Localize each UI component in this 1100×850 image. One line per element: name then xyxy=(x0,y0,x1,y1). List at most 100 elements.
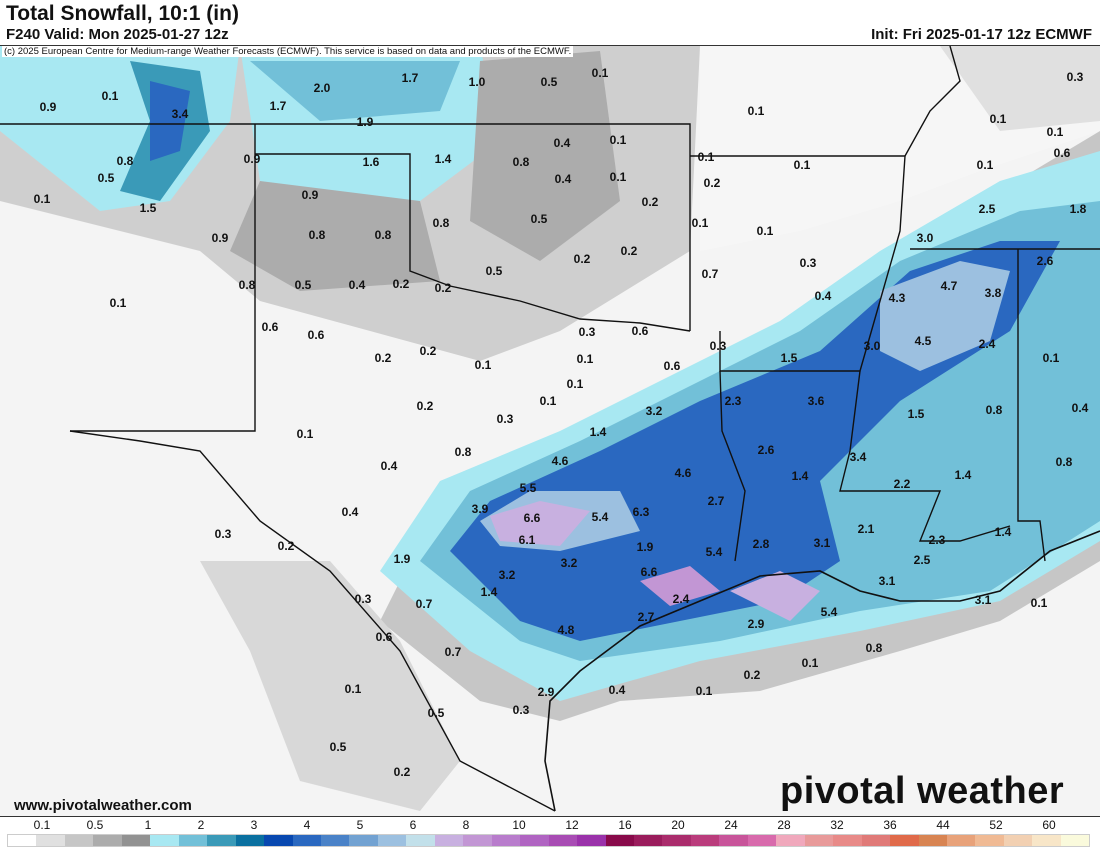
snowfall-value-label: 0.2 xyxy=(704,176,721,190)
snowfall-value-label: 3.2 xyxy=(646,404,663,418)
snowfall-value-label: 0.8 xyxy=(239,278,256,292)
snowfall-value-label: 0.1 xyxy=(977,158,994,172)
snowfall-value-label: 5.4 xyxy=(706,545,723,559)
colorbar-swatch xyxy=(264,835,293,846)
colorbar-swatch xyxy=(946,835,976,846)
snowfall-value-label: 5.4 xyxy=(821,605,838,619)
colorbar-swatch xyxy=(491,835,521,846)
snowfall-value-label: 0.1 xyxy=(1047,125,1064,139)
colorbar-swatch xyxy=(804,835,834,846)
snowfall-value-label: 0.2 xyxy=(278,539,295,553)
colorbar-swatch xyxy=(1003,835,1033,846)
snowfall-value-label: 0.5 xyxy=(330,740,347,754)
snowfall-value-label: 1.6 xyxy=(363,155,380,169)
snowfall-value-label: 0.8 xyxy=(375,228,392,242)
snowfall-value-label: 0.1 xyxy=(102,89,119,103)
snowfall-value-label: 1.5 xyxy=(908,407,925,421)
snowfall-value-label: 6.3 xyxy=(633,505,650,519)
snowfall-value-label: 0.1 xyxy=(757,224,774,238)
colorbar-tick: 1 xyxy=(144,818,152,832)
snowfall-value-label: 0.2 xyxy=(574,252,591,266)
colorbar-tick: 16 xyxy=(618,818,632,832)
snowfall-value-label: 0.2 xyxy=(420,344,437,358)
colorbar-swatch xyxy=(349,835,378,846)
colorbar-swatch xyxy=(36,835,65,846)
snowfall-value-label: 1.0 xyxy=(469,75,486,89)
snowfall-value-label: 6.1 xyxy=(519,533,536,547)
snowfall-value-label: 3.4 xyxy=(172,107,189,121)
snowfall-value-label: 0.1 xyxy=(110,296,127,310)
snowfall-value-label: 2.8 xyxy=(753,537,770,551)
colorbar-swatch xyxy=(690,835,720,846)
colorbar-tick: 32 xyxy=(830,818,844,832)
snowfall-value-label: 1.9 xyxy=(394,552,411,566)
colorbar-swatch xyxy=(320,835,350,846)
colorbar-tick: 4 xyxy=(303,818,311,832)
snowfall-value-label: 0.6 xyxy=(262,320,279,334)
snowfall-shading xyxy=(0,46,1100,811)
colorbar-ticks: 0.1 0.5 1 2 3 4 5 6 8 10 12 16 20 24 28 32 36 44 52 60 xyxy=(0,818,1100,832)
snowfall-value-label: 0.1 xyxy=(802,656,819,670)
snowfall-value-label: 0.2 xyxy=(642,195,659,209)
website-url[interactable]: www.pivotalweather.com xyxy=(14,797,192,814)
snowfall-value-label: 2.7 xyxy=(708,494,725,508)
colorbar-tick: 52 xyxy=(989,818,1003,832)
snowfall-value-label: 0.8 xyxy=(433,216,450,230)
colorbar-swatch xyxy=(662,835,691,846)
snowfall-value-label: 0.6 xyxy=(632,324,649,338)
copyright-notice: (c) 2025 European Centre for Medium-rang… xyxy=(2,46,574,57)
snowfall-value-label: 0.9 xyxy=(244,152,261,166)
colorbar-swatch xyxy=(178,835,208,846)
snowfall-value-label: 0.5 xyxy=(541,75,558,89)
colorbar-tick: 12 xyxy=(565,818,579,832)
snowfall-value-label: 0.4 xyxy=(555,172,572,186)
colorbar-swatch xyxy=(605,835,634,846)
snowfall-value-label: 2.9 xyxy=(748,617,765,631)
snowfall-value-label: 4.3 xyxy=(889,291,906,305)
snowfall-value-label: 3.6 xyxy=(808,394,825,408)
snowfall-value-label: 0.1 xyxy=(1043,351,1060,365)
colorbar-swatch xyxy=(463,835,492,846)
snowfall-value-label: 0.8 xyxy=(455,445,472,459)
snowfall-value-label: 1.4 xyxy=(955,468,972,482)
snowfall-value-label: 1.4 xyxy=(435,152,452,166)
colorbar-swatch xyxy=(64,835,94,846)
snowfall-value-label: 0.3 xyxy=(579,325,596,339)
snowfall-value-label: 0.4 xyxy=(554,136,571,150)
snowfall-value-label: 0.2 xyxy=(744,668,761,682)
snowfall-value-label: 0.7 xyxy=(416,597,433,611)
colorbar-tick: 0.5 xyxy=(86,818,104,832)
colorbar-swatch xyxy=(975,835,1004,846)
snowfall-value-label: 6.6 xyxy=(524,511,541,525)
snowfall-value-label: 0.1 xyxy=(577,352,594,366)
snowfall-value-label: 4.5 xyxy=(915,334,932,348)
pivotal-weather-logo: pivotal weather xyxy=(780,770,1065,812)
snowfall-value-label: 4.6 xyxy=(552,454,569,468)
snowfall-value-label: 2.1 xyxy=(858,522,875,536)
snowfall-value-label: 2.6 xyxy=(1037,254,1054,268)
snowfall-value-label: 0.1 xyxy=(592,66,609,80)
colorbar-tick: 28 xyxy=(777,818,791,832)
colorbar-swatch xyxy=(406,835,435,846)
snowfall-value-label: 0.1 xyxy=(794,158,811,172)
snowfall-value-label: 3.2 xyxy=(499,568,516,582)
colorbar-tick: 6 xyxy=(409,818,417,832)
snowfall-value-label: 1.5 xyxy=(781,351,798,365)
snowfall-value-label: 0.1 xyxy=(345,682,362,696)
colorbar-swatch xyxy=(1060,835,1090,846)
colorbar-tick: 24 xyxy=(724,818,738,832)
snowfall-value-label: 2.2 xyxy=(894,477,911,491)
colorbar-swatch xyxy=(121,835,151,846)
snowfall-value-label: 1.8 xyxy=(1070,202,1087,216)
colorbar-tick: 44 xyxy=(936,818,950,832)
snowfall-value-label: 0.8 xyxy=(986,403,1003,417)
colorbar-swatch xyxy=(434,835,464,846)
snowfall-value-label: 0.6 xyxy=(1054,146,1071,160)
snowfall-value-label: 0.1 xyxy=(698,150,715,164)
colorbar-swatch xyxy=(520,835,549,846)
snowfall-value-label: 0.5 xyxy=(428,706,445,720)
snowfall-value-label: 0.1 xyxy=(696,684,713,698)
snowfall-value-label: 0.3 xyxy=(497,412,514,426)
snowfall-value-label: 4.7 xyxy=(941,279,958,293)
snowfall-value-label: 0.4 xyxy=(609,683,626,697)
